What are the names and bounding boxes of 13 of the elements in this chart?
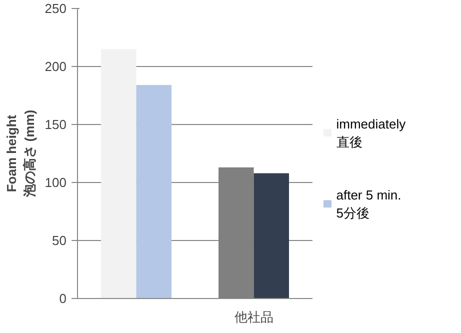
x-tick-label: 他社品 xyxy=(234,310,274,324)
legend-label: after 5 min. 5分後 xyxy=(336,187,402,220)
y-tick-label: 100 xyxy=(44,175,67,190)
y-tick-label: 200 xyxy=(44,59,67,74)
y-axis-title: Foam height 泡の高さ (mm) xyxy=(4,110,37,198)
y-tick-label: 50 xyxy=(52,233,67,248)
bar xyxy=(101,49,136,298)
y-tick-label: 150 xyxy=(44,117,67,132)
y-tick-label: 250 xyxy=(44,1,67,16)
bar xyxy=(136,85,172,298)
bar xyxy=(254,173,289,298)
y-tick-label: 0 xyxy=(59,291,67,306)
legend-label: immediately 直後 xyxy=(336,116,406,150)
